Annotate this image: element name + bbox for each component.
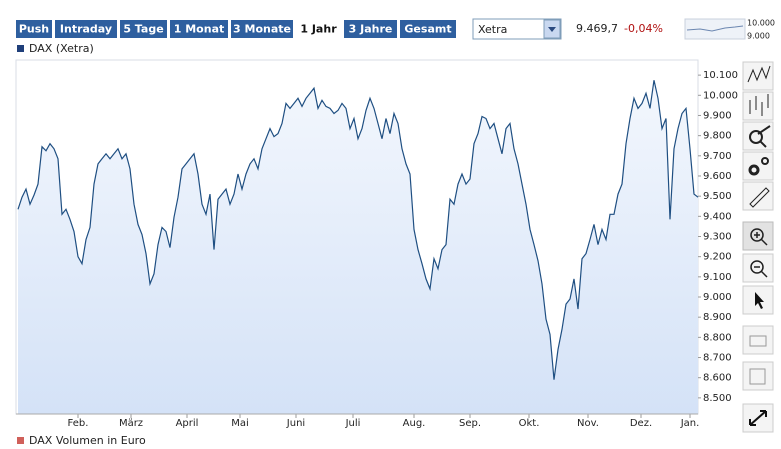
y-tick-label: 8.900 [703, 312, 732, 323]
range-button-label: 3 Monate [233, 23, 291, 36]
icon [750, 228, 764, 242]
icon [749, 335, 767, 347]
range-button[interactable] [16, 20, 52, 38]
side-toolbar [742, 61, 774, 433]
y-tick-label: 9.600 [703, 171, 732, 182]
y-tick-label: 9.800 [703, 131, 732, 142]
arrow-icon [548, 27, 556, 32]
y-tick-label: 9.300 [703, 231, 732, 242]
x-tick-label: Dez. [630, 418, 652, 429]
y-tick-label: 9.700 [703, 151, 732, 162]
x-tick-label: Sep. [459, 418, 481, 429]
legend-label: DAX (Xetra) [29, 42, 94, 55]
range-button-label: 1 Monat [174, 23, 225, 36]
y-tick-label: 9.900 [703, 110, 732, 121]
icon [747, 65, 771, 83]
icon [749, 410, 767, 426]
x-tick-label: Feb. [68, 418, 89, 429]
legend-swatch [17, 45, 24, 52]
x-tick-label: April [176, 418, 199, 429]
tool-settings[interactable] [742, 151, 774, 181]
y-tick-label: 9.200 [703, 252, 732, 263]
tool-save[interactable] [742, 361, 774, 391]
area [18, 80, 698, 414]
y-tick-label: 9.400 [703, 211, 732, 222]
range-button-label: 5 Tage [123, 23, 163, 36]
icon [755, 292, 764, 309]
x-tick-label: März [119, 418, 143, 429]
tool-zoom-out[interactable] [742, 253, 774, 283]
range-button[interactable] [120, 20, 167, 38]
range-button-label: Intraday [60, 23, 112, 36]
x-tick-label: Jan. [680, 418, 700, 429]
range-button[interactable] [400, 20, 456, 38]
x-tick-label: Juli [345, 418, 361, 429]
y-tick-label: 9.100 [703, 272, 732, 283]
range-button[interactable] [231, 20, 293, 38]
icon [749, 94, 769, 116]
icon [749, 130, 763, 144]
range-button-label: Gesamt [404, 23, 451, 36]
y-tick-label: 9.000 [703, 292, 732, 303]
volume-legend: DAX Volumen in Euro [29, 434, 146, 447]
y-tick-label: 9.500 [703, 191, 732, 202]
y-tick-label: 8.700 [703, 353, 732, 364]
icon [749, 187, 770, 208]
icon [748, 164, 760, 176]
x-tick-label: Aug. [403, 418, 426, 429]
exchange-label: Xetra [478, 23, 507, 36]
range-button[interactable] [55, 20, 117, 38]
tool-print[interactable] [742, 325, 774, 355]
mini-label: 9.000 [747, 32, 770, 41]
range-button-label: Push [19, 23, 49, 36]
range-button[interactable] [296, 20, 341, 38]
y-tick-label: 8.600 [703, 373, 732, 384]
tool-pointer[interactable] [742, 285, 774, 315]
range-button[interactable] [344, 20, 397, 38]
price-line [17, 80, 699, 380]
icon [754, 266, 768, 278]
legend-swatch [17, 437, 24, 444]
icon [749, 368, 766, 385]
exchange-select[interactable] [472, 18, 562, 40]
icon [761, 157, 769, 165]
y-tick-label: 8.500 [703, 393, 732, 404]
y-tick-label: 10.000 [703, 90, 738, 101]
x-tick-label: Nov. [577, 418, 599, 429]
mini-line [686, 25, 744, 32]
icon [757, 125, 771, 148]
y-tick-label: 8.800 [703, 332, 732, 343]
icon [750, 260, 764, 274]
y-tick-label: 10.100 [703, 70, 738, 81]
x-tick-label: Juni [286, 418, 305, 429]
mini-chart[interactable] [684, 18, 746, 40]
x-tick-label: Mai [231, 418, 249, 429]
range-button-label: 1 Jahr [300, 23, 337, 36]
range-button[interactable] [170, 20, 228, 38]
last-price: 9.469,7 [576, 22, 618, 35]
x-tick-label: Okt. [519, 418, 540, 429]
mini-label: 10.000 [747, 19, 775, 28]
range-button-label: 3 Jahre [349, 23, 393, 36]
tool-zoom-in[interactable] [742, 221, 774, 251]
icon [754, 232, 768, 246]
price-change: -0,04% [624, 22, 663, 35]
tool-line[interactable] [742, 61, 774, 91]
